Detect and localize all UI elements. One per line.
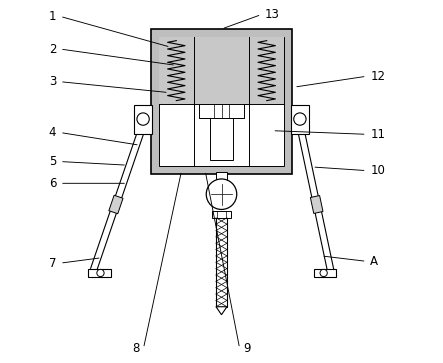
Bar <box>88 269 111 277</box>
Circle shape <box>206 179 237 209</box>
Polygon shape <box>311 196 323 213</box>
Bar <box>134 105 152 134</box>
Text: 2: 2 <box>49 42 56 56</box>
Bar <box>159 37 284 104</box>
Text: 12: 12 <box>370 70 385 83</box>
Text: 5: 5 <box>49 155 56 168</box>
Polygon shape <box>216 307 227 315</box>
Circle shape <box>97 269 104 277</box>
Bar <box>211 211 232 218</box>
Text: 11: 11 <box>370 128 385 141</box>
Text: A: A <box>370 255 378 268</box>
Circle shape <box>294 113 306 125</box>
Text: 4: 4 <box>49 126 56 139</box>
Bar <box>159 37 284 166</box>
Bar <box>199 104 244 118</box>
Bar <box>216 218 227 307</box>
Circle shape <box>137 113 149 125</box>
Text: 9: 9 <box>243 342 251 355</box>
Bar <box>216 172 227 185</box>
Text: 7: 7 <box>49 257 56 270</box>
Bar <box>291 105 309 134</box>
Bar <box>151 29 292 174</box>
Text: 6: 6 <box>49 177 56 190</box>
Text: 1: 1 <box>49 10 56 23</box>
Text: 3: 3 <box>49 75 56 88</box>
Text: 8: 8 <box>132 342 140 355</box>
Text: 10: 10 <box>370 164 385 177</box>
Polygon shape <box>109 195 123 214</box>
Bar <box>314 269 336 277</box>
Text: 13: 13 <box>265 8 280 21</box>
Bar <box>210 118 233 160</box>
Circle shape <box>320 269 327 277</box>
